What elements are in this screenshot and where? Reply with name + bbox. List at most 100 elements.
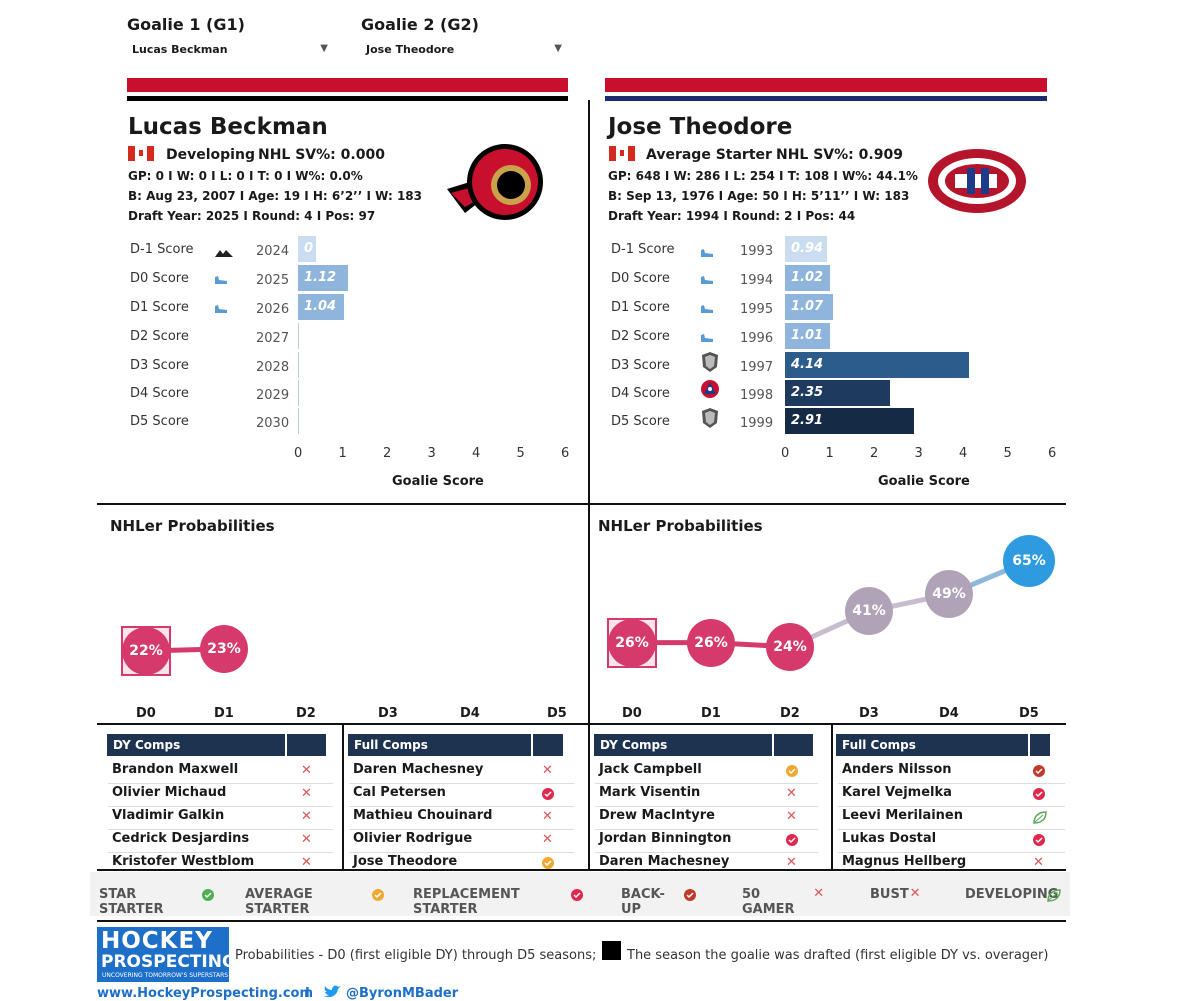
comp-row: Daren Machesney: [599, 854, 730, 869]
close-icon: ✕: [301, 786, 312, 801]
score-row-year: 2026: [256, 302, 290, 317]
full-comps-header-g1: Full Comps: [348, 734, 531, 756]
axis-tick-label: 4: [959, 446, 968, 461]
goalie1-axis-title: Goalie Score: [392, 474, 484, 489]
comp-row: Mathieu Chouinard: [353, 808, 493, 823]
comp-row-divider: [838, 852, 1065, 853]
score-row-year: 1997: [740, 360, 774, 375]
score-row-label: D2 Score: [130, 329, 189, 344]
score-row-year: 2027: [256, 331, 290, 346]
score-row-label: D3 Score: [130, 358, 189, 373]
team-color-bar-g1: [127, 78, 568, 92]
star-check-icon: [201, 889, 214, 901]
score-row-year: 2030: [256, 416, 290, 431]
comp-row-divider: [108, 806, 333, 807]
nhl-logo-icon: [700, 351, 720, 377]
replacement-check-icon: [571, 889, 584, 901]
comp-row-divider: [838, 829, 1065, 830]
dy-comps-header-g1: DY Comps: [107, 734, 285, 756]
score-row-year: 1995: [740, 302, 774, 317]
skate-icon: [214, 299, 228, 318]
score-bar: [785, 408, 915, 434]
prob-axis-label: D0: [136, 706, 156, 721]
close-icon: ✕: [1033, 855, 1044, 869]
score-chart-g1: D-1 Score 2024 0 D0 Score 2025 1.12 D1 Score 20…: [0, 0, 589, 500]
full-comps-header-mark-g1: [533, 734, 563, 756]
score-bar-value: 1.12: [304, 270, 337, 285]
comp-row: Magnus Hellberg: [842, 854, 967, 869]
score-bar: [298, 352, 299, 378]
axis-tick-label: 2: [383, 446, 392, 461]
goalie2-dropdown[interactable]: Jose Theodore ▼: [361, 40, 566, 60]
score-bar-value: 1.01: [791, 328, 824, 343]
dy-comps-header-g2: DY Comps: [594, 734, 772, 756]
prob-circle: 41%: [845, 587, 893, 636]
goalie1-bio: B: Aug 23, 2007 I Age: 19 I H: 6’2’’ I W…: [128, 189, 422, 203]
axis-tick-label: 4: [472, 446, 481, 461]
comp-row: Jose Theodore: [353, 854, 458, 869]
score-row-label: D2 Score: [611, 329, 670, 344]
prob-axis-label: D2: [296, 706, 316, 721]
score-row-label: D0 Score: [130, 271, 189, 286]
prob-chart-g1: 22% 23% D0 D1 D2 D3 D4 D5: [0, 0, 589, 721]
score-row-year: 1999: [740, 416, 774, 431]
chevron-down-icon: ▼: [554, 43, 562, 54]
score-row-year: 2024: [256, 244, 290, 259]
goalie2-sv: NHL SV%: 0.909: [776, 147, 903, 163]
website-link[interactable]: www.HockeyProspecting.com: [97, 986, 314, 1001]
twitter-handle-link[interactable]: @ByronMBader: [346, 986, 459, 1001]
section-divider-2: [97, 723, 1066, 725]
comp-row: Anders Nilsson: [842, 762, 952, 777]
close-icon: ✕: [301, 832, 312, 847]
comp-row: Vladimir Galkin: [112, 808, 225, 823]
ahl-logo-icon: [700, 379, 720, 403]
prob-axis-label: D1: [701, 706, 721, 721]
goalie1-dropdown[interactable]: Lucas Beckman ▼: [127, 40, 332, 60]
goalie1-status: Developing: [166, 147, 255, 163]
score-row-year: 1994: [740, 273, 774, 288]
nhler-prob-title-g2: NHLer Probabilities: [598, 517, 763, 535]
mountain-league-icon: [214, 243, 234, 262]
comp-row: Daren Machesney: [353, 762, 484, 777]
score-row-label: D1 Score: [130, 300, 189, 315]
legend-item-label: AVERAGE STARTER: [245, 887, 313, 917]
score-row-label: D4 Score: [130, 386, 189, 401]
section-divider-1: [97, 503, 1066, 505]
full-comps-header-mark-g2: [1030, 734, 1050, 756]
chevron-down-icon: ▼: [320, 43, 328, 54]
center-divider: [588, 100, 590, 870]
hockey-prospecting-logo: HOCKEY PROSPECTING UNCOVERING TOMORROW'S…: [97, 927, 236, 982]
skate-icon: [700, 243, 714, 262]
footer-separator: I: [305, 986, 310, 1001]
score-row-label: D0 Score: [611, 271, 670, 286]
legend-item-label: BACK-UP: [621, 887, 665, 917]
prob-axis-label: D4: [939, 706, 959, 721]
backup-check-icon: [684, 889, 697, 901]
comp-row: Cedrick Desjardins: [112, 831, 250, 846]
goalie1-name: Lucas Beckman: [128, 114, 328, 140]
score-bar: [785, 265, 831, 291]
average-check-icon: [786, 765, 798, 777]
comp-row: Karel Vejmelka: [842, 785, 952, 800]
comps-divider-g2: [831, 725, 833, 870]
goalie2-axis-title: Goalie Score: [878, 474, 970, 489]
prob-axis-label: D1: [214, 706, 234, 721]
comp-row-divider: [349, 852, 574, 853]
score-bar-value: 4.14: [791, 357, 824, 372]
comp-row: Brandon Maxwell: [112, 762, 239, 777]
close-icon: ✕: [301, 763, 312, 778]
comps-divider-g1: [342, 725, 344, 870]
prob-circle: 65%: [1003, 534, 1055, 587]
comp-row: Jordan Binnington: [599, 831, 732, 846]
score-bar: [298, 294, 345, 320]
close-icon: ✕: [301, 855, 312, 869]
score-row-year: 2025: [256, 273, 290, 288]
prob-axis-label: D2: [780, 706, 800, 721]
prob-circle: 26%: [608, 618, 656, 667]
close-icon: ✕: [301, 809, 312, 824]
score-bar: [298, 265, 348, 291]
prob-circle: 23%: [200, 624, 248, 673]
skate-icon: [700, 299, 714, 318]
close-icon: ✕: [786, 855, 797, 869]
axis-tick-label: 5: [516, 446, 525, 461]
